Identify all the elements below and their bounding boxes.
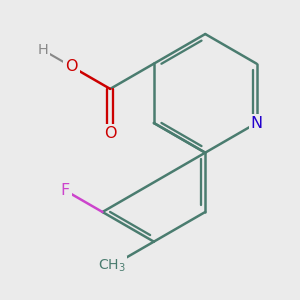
- Text: O: O: [65, 59, 78, 74]
- Text: F: F: [61, 183, 70, 198]
- Text: N: N: [250, 116, 263, 130]
- Text: H: H: [38, 43, 49, 57]
- Text: O: O: [104, 126, 116, 141]
- Text: CH$_3$: CH$_3$: [98, 258, 126, 274]
